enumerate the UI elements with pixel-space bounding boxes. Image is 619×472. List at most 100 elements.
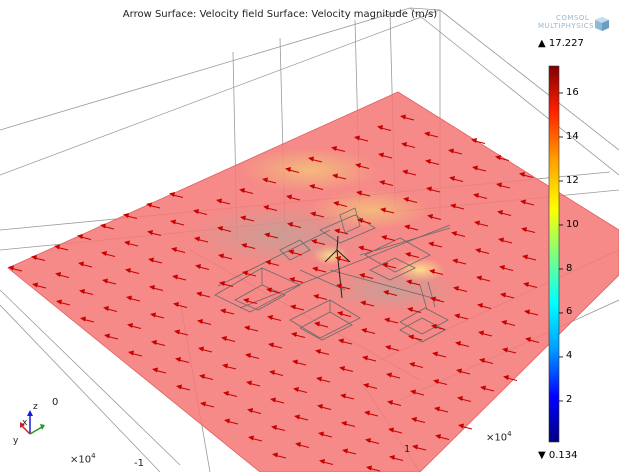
velocity-arrow-head	[267, 315, 273, 320]
velocity-arrow-head	[100, 223, 106, 229]
velocity-arrow-head	[291, 332, 297, 337]
velocity-arrow-head	[450, 203, 456, 209]
colorbar-tick-label: 2	[566, 394, 573, 405]
velocity-arrow-head	[363, 383, 369, 388]
velocity-arrow-head	[429, 269, 435, 274]
velocity-arrow-head	[199, 374, 205, 379]
velocity-arrow-head	[384, 317, 390, 323]
velocity-arrow-head	[378, 152, 384, 158]
exponent-power: 4	[91, 452, 96, 460]
colorbar	[548, 65, 560, 443]
velocity-arrow-head	[354, 135, 360, 141]
velocity-arrow-head	[200, 401, 206, 407]
velocity-arrow-head	[499, 265, 505, 270]
velocity-arrow-head	[337, 311, 343, 316]
velocity-arrow-head	[217, 226, 223, 231]
velocity-arrow-head	[292, 359, 298, 365]
velocity-arrow-head	[389, 455, 395, 460]
wake-region	[190, 205, 370, 265]
velocity-arrow-head	[247, 408, 253, 413]
velocity-arrow-head	[403, 197, 409, 202]
velocity-arrow-head	[476, 275, 482, 281]
axis-exponent-left: ×104	[70, 452, 96, 465]
velocity-arrow-head	[360, 300, 366, 306]
velocity-arrow-head	[365, 438, 371, 443]
velocity-arrow-head	[319, 459, 325, 464]
velocity-arrow-head	[125, 268, 131, 273]
logo-line2: MULTIPHYSICS	[538, 22, 595, 30]
velocity-arrow-head	[317, 404, 323, 409]
velocity-arrow-head	[358, 245, 364, 251]
velocity-arrow-head	[362, 355, 368, 361]
velocity-arrow-head	[401, 142, 407, 147]
velocity-arrow-head	[244, 325, 250, 331]
exponent-power: 4	[507, 430, 512, 438]
velocity-arrow-head	[318, 431, 324, 437]
velocity-arrow-head	[78, 261, 84, 267]
velocity-arrow-head	[293, 387, 299, 392]
triad-z-label: z	[33, 402, 38, 412]
velocity-arrow-head	[224, 418, 230, 424]
velocity-arrow-head	[521, 227, 527, 232]
velocity-arrow-head	[340, 393, 346, 399]
colorbar-tick-label: 8	[566, 263, 573, 274]
velocity-arrow-head	[31, 255, 37, 260]
velocity-arrow-head	[311, 239, 317, 244]
velocity-arrow-head	[123, 213, 129, 218]
colorbar-tick-label: 16	[566, 87, 579, 98]
velocity-arrow-head	[406, 279, 412, 285]
velocity-arrow-head	[222, 363, 228, 369]
velocity-arrow-head	[357, 218, 363, 223]
velocity-arrow-head	[410, 389, 416, 395]
colorbar-max-label: ▲ 17.227	[538, 38, 584, 49]
velocity-arrow-head	[434, 406, 440, 412]
velocity-arrow-head	[502, 347, 508, 353]
velocity-arrow-head	[519, 172, 525, 177]
velocity-arrow-head	[455, 341, 461, 346]
velocity-arrow-head	[272, 452, 278, 458]
velocity-arrow-head	[523, 282, 529, 287]
velocity-arrow-head	[56, 299, 62, 305]
velocity-arrow-head	[174, 329, 180, 335]
colorbar-tick-label: 10	[566, 219, 579, 230]
velocity-arrow-head	[427, 214, 433, 219]
velocity-arrow-head	[355, 163, 361, 168]
logo-text: COMSOL MULTIPHYSICS	[538, 14, 594, 30]
velocity-arrow-head	[448, 148, 454, 154]
velocity-arrow-head	[409, 362, 415, 367]
velocity-arrow-head	[412, 444, 418, 450]
velocity-arrow-head	[382, 262, 388, 268]
velocity-arrow-head	[411, 417, 417, 422]
velocity-arrow-head	[339, 366, 345, 371]
exponent-base: ×10	[70, 454, 92, 466]
velocity-arrow-head	[246, 380, 252, 386]
velocity-arrow-head	[193, 209, 199, 214]
velocity-arrow-head	[264, 232, 270, 238]
velocity-surface	[8, 92, 619, 472]
velocity-arrow-head	[477, 303, 483, 308]
velocity-arrow-head	[405, 252, 411, 257]
building-geometry	[214, 207, 451, 343]
velocity-arrow-head	[456, 368, 462, 374]
colorbar-tick-label: 14	[566, 131, 579, 142]
velocity-arrow-head	[474, 220, 480, 226]
velocity-arrow-head	[452, 258, 458, 264]
velocity-arrow-head	[334, 228, 340, 234]
velocity-arrow-head	[498, 237, 504, 243]
velocity-arrow-head	[240, 215, 246, 221]
velocity-arrow-head	[263, 205, 269, 210]
velocity-arrow-head	[341, 421, 347, 426]
velocity-arrow-head	[408, 334, 414, 340]
velocity-arrow-head	[379, 180, 385, 185]
velocity-arrow-head	[335, 256, 341, 261]
velocity-arrow-head	[453, 286, 459, 291]
velocity-arrow-head	[104, 333, 110, 339]
velocity-arrow-head	[127, 323, 133, 328]
velocity-arrow-head	[432, 351, 438, 357]
velocity-arrow-head	[194, 236, 200, 242]
velocity-arrow-head	[197, 319, 203, 324]
velocity-arrow-head	[449, 176, 455, 181]
velocity-arrow-head	[128, 350, 134, 356]
